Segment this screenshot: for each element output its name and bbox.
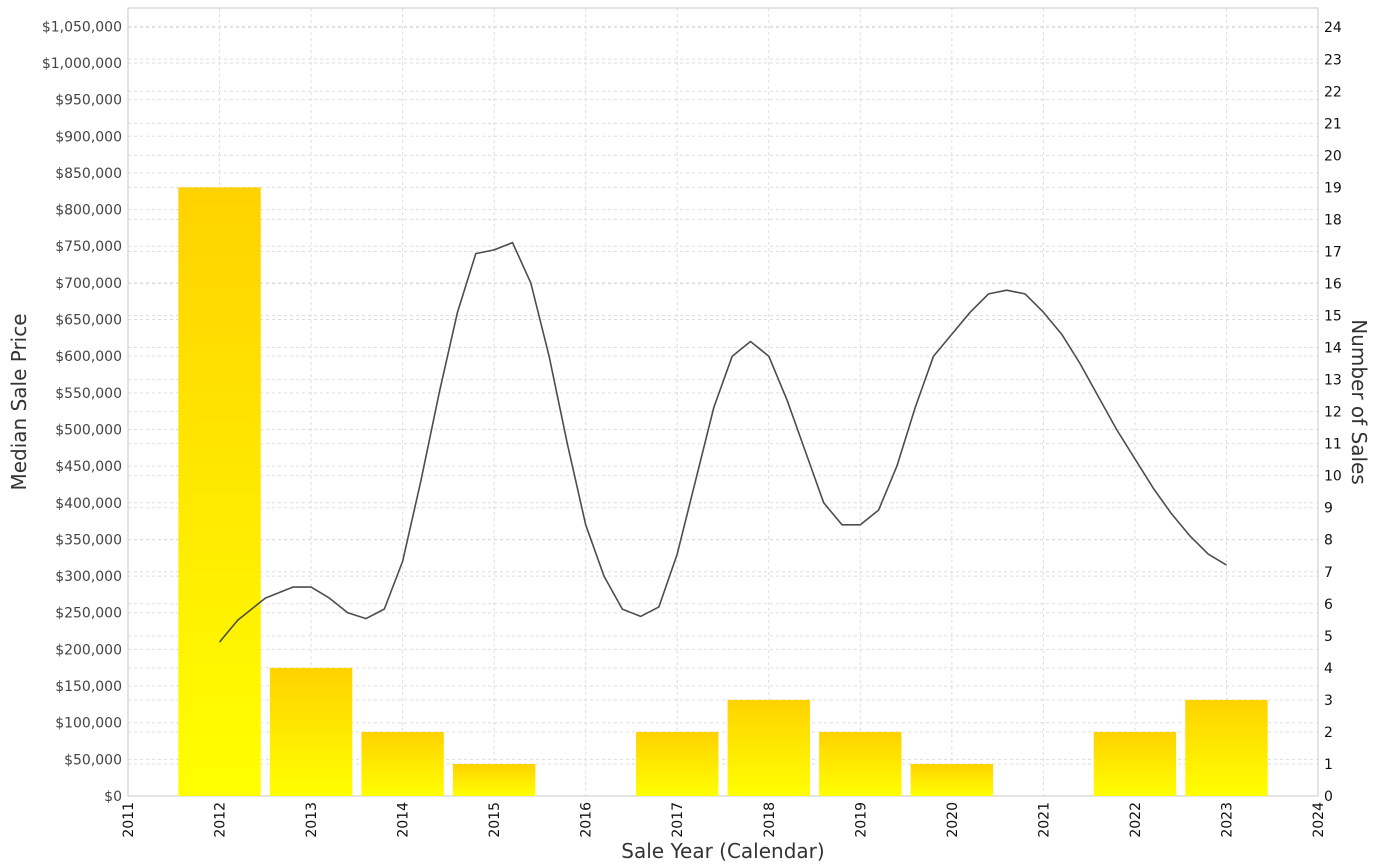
x-tick-label: 2020 [945,802,961,838]
bar-2023 [1185,699,1268,796]
y-left-tick-label: $900,000 [55,129,122,145]
y-left-tick-label: $850,000 [55,166,122,182]
bar-2019 [819,731,902,796]
bar-2018 [727,699,810,796]
y-left-tick-label: $800,000 [55,203,122,219]
y-left-tick-label: $700,000 [55,276,122,292]
y-left-tick-label: $650,000 [55,313,122,329]
y-right-tick-label: 12 [1324,405,1342,421]
bar-2013 [269,667,353,796]
y-right-tick-label: 2 [1324,725,1333,741]
y-left-axis-title: Median Sale Price [7,313,31,490]
y-left-tick-label: $950,000 [55,93,122,109]
y-left-tick-label: $600,000 [55,349,122,365]
y-right-axis-title: Number of Sales [1347,319,1371,485]
bar-2022 [1093,731,1177,796]
line-series [218,241,1227,643]
y-right-tick-label: 14 [1324,341,1342,357]
y-right-tick-label: 24 [1324,20,1342,36]
y-right-tick-label: 4 [1324,661,1333,677]
x-tick-label: 2012 [213,802,229,838]
x-tick-label: 2023 [1219,802,1235,838]
x-tick-label: 2021 [1036,802,1052,838]
y-left-tick-label: $150,000 [55,679,122,695]
y-right-tick-label: 20 [1324,148,1342,164]
y-left-tick-label: $1,000,000 [42,56,122,72]
plot-area-border [127,7,1319,797]
x-tick-label: 2019 [853,802,869,838]
y-left-tick-label: $200,000 [55,642,122,658]
x-tick-label: 2024 [1311,802,1327,838]
y-right-tick-label: 10 [1324,469,1342,485]
y-left-tick-label: $50,000 [64,752,122,768]
x-tick-label: 2017 [670,802,686,838]
y-left-tick-label: $500,000 [55,422,122,438]
y-left-tick-label: $300,000 [55,569,122,585]
bar-2012 [178,187,261,797]
y-left-tick-label: $250,000 [55,606,122,622]
y-left-tick-label: $550,000 [55,386,122,402]
y-right-tick-label: 1 [1324,757,1333,773]
y-right-tick-label: 7 [1324,565,1333,581]
y-right-tick-label: 15 [1324,309,1342,325]
x-tick-label: 2013 [304,802,320,838]
y-right-tick-label: 6 [1324,597,1333,613]
y-left-tick-label: $350,000 [55,532,122,548]
y-left-tick-label: $400,000 [55,496,122,512]
y-right-tick-label: 18 [1324,212,1342,228]
y-left-tick-label: $100,000 [55,716,122,732]
bar-2017 [636,731,719,796]
y-left-tick-label: $450,000 [55,459,122,475]
y-left-tick-label: $1,050,000 [42,19,122,35]
x-axis-ticks: 2011 2012 2013 2014 2015 2016 2017 2018 2019 2020… [121,802,1327,838]
median-price-line [218,241,1227,643]
y-left-tick-label: $0 [104,789,122,805]
left-axis-ticks: $0 $50,000 $100,000 $150,000 $200,000 $250,00… [42,19,122,805]
bar-2015 [452,763,536,796]
y-right-tick-label: 19 [1324,180,1342,196]
x-tick-label: 2014 [396,802,412,838]
x-tick-label: 2018 [762,802,778,838]
bar-2014 [361,731,444,796]
y-right-tick-label: 11 [1324,437,1342,453]
x-tick-label: 2016 [579,802,595,838]
x-axis-title: Sale Year (Calendar) [621,839,824,863]
y-right-tick-label: 22 [1324,84,1342,100]
y-right-tick-label: 0 [1324,789,1333,805]
y-right-tick-label: 3 [1324,693,1333,709]
y-right-tick-label: 8 [1324,533,1333,549]
x-tick-label: 2022 [1128,802,1144,838]
y-left-tick-label: $750,000 [55,239,122,255]
bar-series [178,187,1268,797]
x-tick-label: 2011 [121,802,137,838]
y-right-tick-label: 5 [1324,629,1333,645]
x-tick-label: 2015 [487,802,503,838]
y-right-tick-label: 17 [1324,244,1342,260]
y-right-tick-label: 21 [1324,116,1342,132]
y-right-tick-label: 9 [1324,501,1333,517]
y-right-tick-label: 23 [1324,52,1342,68]
y-right-tick-label: 16 [1324,276,1342,292]
y-right-tick-label: 13 [1324,373,1342,389]
bar-2020 [910,763,994,796]
